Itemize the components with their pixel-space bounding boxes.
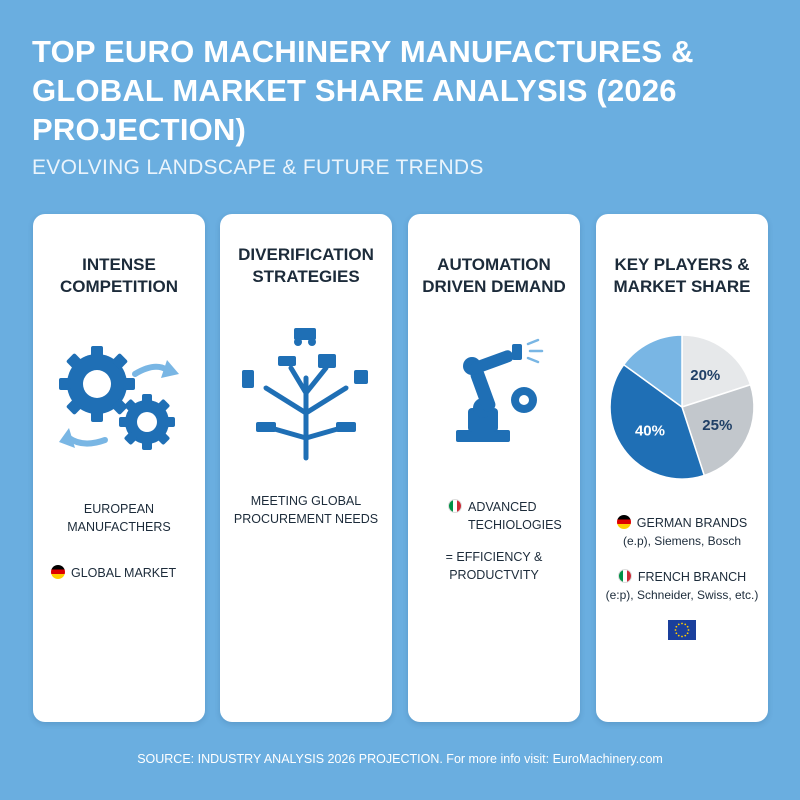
diversification-tree-icon <box>242 328 368 461</box>
card-key-players: KEY PLAYERS & MARKET SHARE 20% 25% 40% GER… <box>596 214 768 722</box>
pie-slice <box>681 334 752 409</box>
pie-slice <box>622 334 683 409</box>
legend-item-german: GERMAN BRANDS (e.p), Siemens, Bosch <box>596 514 768 550</box>
card-title: AUTOMATION DRIVEN DEMAND <box>422 255 566 296</box>
it-flag-icon <box>617 569 632 583</box>
gears-cycle-icon <box>59 346 179 450</box>
pie-slice <box>609 363 706 480</box>
card-title: DIVERIFICATION STRATEGIES <box>238 245 374 286</box>
card-intense-competition: INTENSE COMPETITION <box>33 214 205 722</box>
flag-line: GLOBAL MARKET <box>51 564 176 582</box>
pie-slice-label: 40% <box>635 422 665 439</box>
pie-slice-label: 20% <box>690 367 720 384</box>
card-title: INTENSE COMPETITION <box>59 255 179 296</box>
card-text: = EFFICIENCY & PRODUCTVITY <box>445 550 543 582</box>
market-share-pie-chart: 20% 25% 40% <box>609 334 755 480</box>
flag-lines: ADVANCED TECHIOLOGIES <box>448 498 562 534</box>
card-title: KEY PLAYERS & MARKET SHARE <box>613 255 751 296</box>
source-footer: SOURCE: INDUSTRY ANALYSIS 2026 PROJECTIO… <box>137 752 663 766</box>
de-flag-icon <box>51 565 65 579</box>
it-flag-icon <box>448 499 462 513</box>
pie-slice <box>681 383 755 477</box>
card-automation: AUTOMATION DRIVEN DEMAND ADVANCED TECHIO… <box>408 214 580 722</box>
card-text: MEETING GLOBAL PROCUREMENT NEEDS <box>233 494 379 526</box>
de-flag-icon <box>616 515 631 529</box>
eu-flag-icon <box>668 620 696 640</box>
robot-arm-icon <box>456 338 544 442</box>
card-text: EUROPEAN MANUFACTHERS <box>67 502 171 534</box>
page-subtitle: EVOLVING LANDSCAPE & FUTURE TRENDS <box>32 156 484 179</box>
card-diversification: DIVERIFICATION STRATEGIES MEETING GLOBAL… <box>220 214 392 722</box>
legend-item-french: FRENCH BRANCH (e:p), Schneider, Swiss, e… <box>605 569 759 602</box>
pie-slice-label: 25% <box>702 417 732 434</box>
page-title: TOP EURO MACHINERY MANUFACTURES & GLOBAL… <box>32 34 694 147</box>
